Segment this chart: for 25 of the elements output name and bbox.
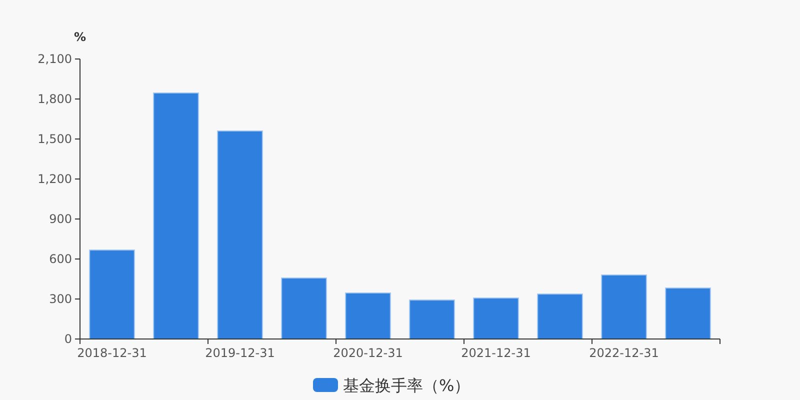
- x-tick-label: 2022-12-31: [589, 346, 659, 360]
- x-tick-label: 2020-12-31: [333, 346, 403, 360]
- y-tick-label: 2,100: [38, 52, 72, 66]
- y-tick-label: 1,500: [38, 132, 72, 146]
- bar: [665, 288, 711, 340]
- y-tick-label: 1,200: [38, 172, 72, 186]
- y-tick-label: 0: [64, 332, 72, 346]
- bar: [217, 130, 263, 340]
- bar: [537, 294, 583, 340]
- bar: [89, 250, 135, 340]
- y-axis-title: %: [74, 30, 86, 44]
- x-tick-label: 2019-12-31: [205, 346, 275, 360]
- bar: [153, 92, 199, 340]
- x-tick-label: 2018-12-31: [77, 346, 147, 360]
- bar: [473, 298, 519, 340]
- legend-label: 基金换手率（%）: [343, 376, 470, 395]
- y-tick-label: 300: [49, 292, 72, 306]
- y-tick-label: 900: [49, 212, 72, 226]
- bar: [409, 300, 455, 340]
- y-tick-label: 1,800: [38, 92, 72, 106]
- x-tick-label: 2021-12-31: [461, 346, 531, 360]
- bar: [601, 274, 647, 340]
- bar: [281, 278, 327, 340]
- bar: [345, 292, 391, 340]
- y-tick-label: 600: [49, 252, 72, 266]
